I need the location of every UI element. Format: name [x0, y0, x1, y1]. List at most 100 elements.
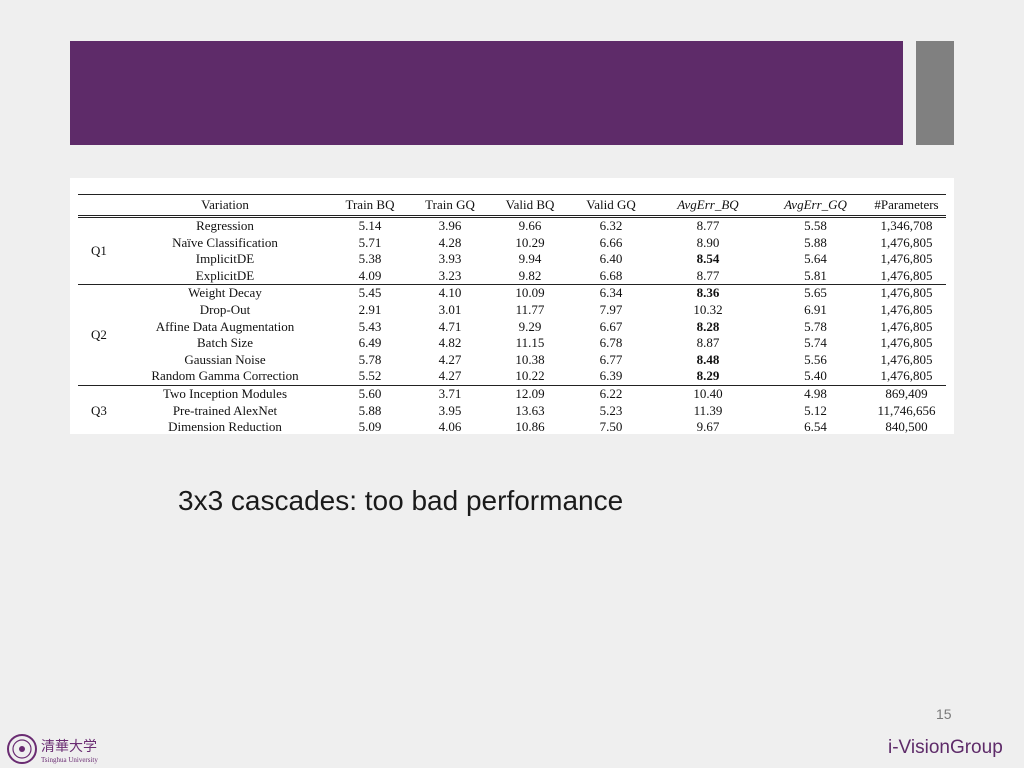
train-gq-cell: 4.28: [438, 234, 462, 250]
avg-err-gq-cell: 5.65: [804, 285, 827, 301]
variation-cell: Dimension Reduction: [168, 419, 282, 435]
title-accent-block: [916, 41, 954, 145]
parameters-cell: 1,346,708: [880, 218, 933, 233]
train-bq-cell: 5.45: [358, 285, 382, 301]
variation-cell: Affine Data Augmentation: [155, 318, 295, 334]
valid-gq-cell: 7.97: [599, 301, 623, 317]
variation-cell: Batch Size: [197, 335, 253, 351]
avg-err-bq-cell: 11.39: [693, 402, 723, 418]
train-gq-cell: 4.06: [438, 419, 462, 435]
table-row: Q2 Weight Decay 5.45 4.10 10.09 6.34 8.36 5.65 1…: [78, 284, 946, 342]
results-table-panel: Variation Train BQ Train GQ Valid BQ Val…: [70, 178, 954, 434]
avg-err-gq-cell: 5.74: [804, 335, 827, 351]
variation-cell: Weight Decay: [188, 285, 262, 301]
brand-label: i-VisionGroup: [888, 737, 1003, 758]
slide-subtitle: 3x3 cascades: too bad performance: [178, 485, 624, 516]
valid-gq-cell: 6.77: [599, 351, 623, 367]
avg-err-bq-cell: 10.32: [693, 301, 723, 317]
table-group-q3: Q3 Two Inception Modules 5.60 3.71 12.09 6.22…: [78, 385, 946, 435]
avg-err-gq-cell: 5.12: [804, 402, 827, 418]
table-row: Pre-trained AlexNet 5.88 3.95 13.63 5.23 11.3…: [78, 403, 946, 420]
valid-gq-cell: 5.23: [599, 402, 623, 418]
variation-cell: Gaussian Noise: [184, 351, 266, 367]
train-gq-cell: 4.27: [438, 368, 462, 384]
valid-bq-cell: 9.82: [518, 267, 542, 283]
avg-err-bq-cell: 8.77: [696, 267, 720, 283]
results-table: Variation Train BQ Train GQ Valid BQ Val…: [78, 194, 946, 436]
avg-err-gq-cell: 5.88: [804, 234, 827, 250]
valid-gq-cell: 6.67: [599, 318, 623, 334]
table-row: Drop-Out 2.91 3.01 11.77 7.97 10.32 6.91 1,476,…: [78, 302, 946, 319]
header-avg-err-bq: AvgErr_BQ: [677, 197, 739, 212]
table-row: Dimension Reduction 5.09 4.06 10.86 7.50 9.67…: [78, 419, 946, 436]
train-gq-cell: 4.82: [438, 335, 462, 351]
train-gq-cell: 4.71: [438, 318, 462, 334]
valid-bq-cell: 10.22: [515, 368, 545, 384]
table-group-q1: Q1 Regression 5.14 3.96 9.66 6.32 8.77 5.58 1,34…: [78, 217, 946, 285]
table-row: ExplicitDE 4.09 3.23 9.82 6.68 8.77 5.81 1,476,…: [78, 268, 946, 285]
valid-gq-cell: 6.66: [599, 234, 623, 250]
avg-err-bq-cell: 10.40: [693, 385, 723, 401]
valid-bq-cell: 10.09: [515, 285, 545, 301]
variation-cell: Two Inception Modules: [162, 385, 287, 401]
table-row: Naïve Classification 5.71 4.28 10.29 6.66 8.9…: [78, 235, 946, 252]
svg-text:Tsinghua University: Tsinghua University: [41, 756, 98, 764]
header-variation: Variation: [201, 197, 249, 212]
parameters-cell: 1,476,805: [880, 234, 933, 250]
valid-gq-cell: 7.50: [599, 419, 623, 435]
train-bq-cell: 5.43: [358, 318, 382, 334]
valid-bq-cell: 10.38: [515, 351, 545, 367]
valid-gq-cell: 6.40: [599, 251, 623, 267]
tsinghua-logo: 清華大学 Tsinghua University: [7, 734, 98, 764]
variation-cell: Regression: [196, 218, 254, 233]
table-row: Q1 Regression 5.14 3.96 9.66 6.32 8.77 5.58 1,34…: [78, 217, 946, 258]
group-label: Q1: [91, 242, 107, 258]
header-train-gq: Train GQ: [425, 197, 475, 212]
avg-err-gq-cell: 5.64: [804, 251, 827, 267]
train-gq-cell: 3.93: [438, 251, 462, 267]
variation-cell: Drop-Out: [199, 301, 251, 317]
avg-err-bq-cell: 8.54: [696, 251, 720, 267]
train-bq-cell: 5.14: [358, 218, 382, 233]
table-header-row: Variation Train BQ Train GQ Valid BQ Val…: [78, 194, 946, 217]
train-gq-cell: 4.10: [438, 285, 462, 301]
avg-err-gq-cell: 4.98: [804, 385, 827, 401]
header-parameters: #Parameters: [874, 197, 939, 212]
parameters-cell: 1,476,805: [880, 301, 933, 317]
parameters-cell: 1,476,805: [880, 251, 933, 267]
train-bq-cell: 5.71: [358, 234, 382, 250]
parameters-cell: 1,476,805: [880, 351, 933, 367]
header-valid-gq: Valid GQ: [586, 197, 636, 212]
valid-gq-cell: 6.78: [599, 335, 623, 351]
parameters-cell: 1,476,805: [880, 318, 933, 334]
valid-bq-cell: 9.29: [518, 318, 542, 334]
train-bq-cell: 5.78: [358, 351, 382, 367]
parameters-cell: 1,476,805: [880, 267, 933, 283]
variation-cell: ImplicitDE: [195, 251, 255, 267]
valid-bq-cell: 9.94: [518, 251, 542, 267]
avg-err-gq-cell: 5.78: [804, 318, 827, 334]
table-row: Affine Data Augmentation 5.43 4.71 9.29 6.67…: [78, 319, 946, 336]
page-number: 15: [936, 706, 952, 722]
avg-err-gq-cell: 5.58: [804, 218, 827, 233]
valid-bq-cell: 11.15: [515, 335, 545, 351]
avg-err-gq-cell: 5.40: [804, 368, 827, 384]
train-bq-cell: 5.52: [358, 368, 382, 384]
variation-cell: Pre-trained AlexNet: [172, 402, 278, 418]
valid-gq-cell: 6.68: [599, 267, 623, 283]
train-bq-cell: 5.38: [358, 251, 382, 267]
header-avg-err-gq: AvgErr_GQ: [784, 197, 847, 212]
valid-bq-cell: 9.66: [518, 218, 542, 233]
parameters-cell: 1,476,805: [880, 285, 933, 301]
parameters-cell: 1,476,805: [880, 335, 933, 351]
avg-err-gq-cell: 6.91: [804, 301, 827, 317]
variation-cell: Naïve Classification: [172, 234, 278, 250]
group-label: Q3: [91, 402, 107, 418]
avg-err-bq-cell: 8.48: [696, 351, 720, 367]
train-bq-cell: 5.09: [358, 419, 382, 435]
avg-err-bq-cell: 8.28: [696, 318, 720, 334]
train-gq-cell: 4.27: [438, 351, 462, 367]
valid-gq-cell: 6.22: [599, 385, 623, 401]
train-bq-cell: 6.49: [358, 335, 382, 351]
avg-err-bq-cell: 8.87: [696, 335, 720, 351]
